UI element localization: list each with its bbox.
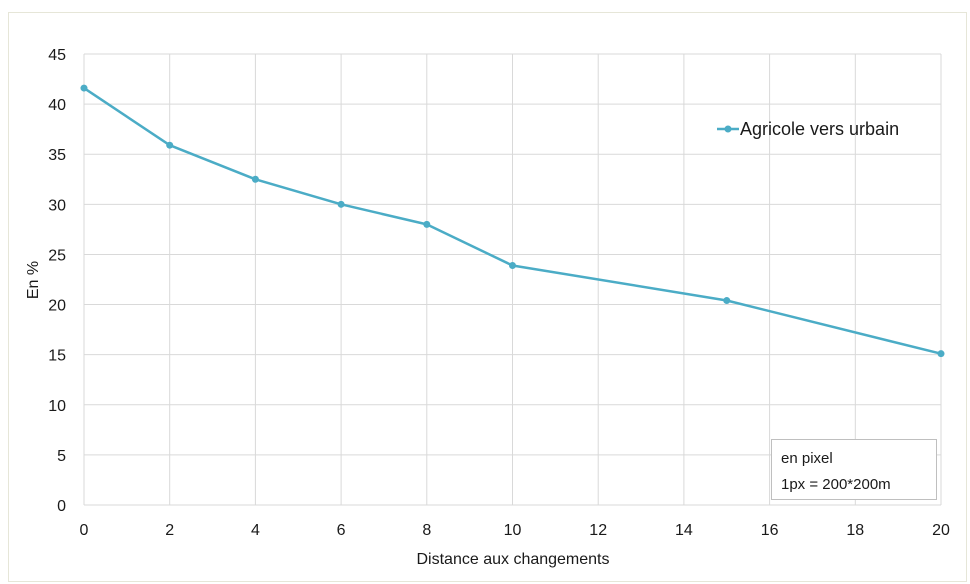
x-tick-label: 12: [589, 522, 607, 539]
x-tick-label: 4: [251, 522, 260, 539]
y-tick-label: 25: [48, 247, 66, 264]
y-tick-label: 20: [48, 298, 66, 315]
x-tick-label: 2: [165, 522, 174, 539]
y-tick-label: 35: [48, 147, 66, 164]
y-tick-label: 10: [48, 398, 66, 415]
annotation-line-2: 1px = 200*200m: [781, 476, 891, 493]
y-tick-label: 40: [48, 97, 66, 114]
x-tick-label: 16: [761, 522, 779, 539]
x-tick-label: 14: [675, 522, 693, 539]
series-line: [83, 87, 942, 355]
series-layer: [80, 84, 945, 358]
legend: Agricole vers urbain: [717, 119, 899, 139]
x-tick-label: 6: [337, 522, 346, 539]
x-tick-label: 10: [504, 522, 522, 539]
annotation-box: en pixel 1px = 200*200m: [771, 439, 937, 500]
data-point: [937, 350, 945, 358]
data-point: [509, 261, 516, 269]
x-tick-labels: 0 2 4 6 8 10 12 14 16 18 20: [80, 522, 950, 539]
legend-label: Agricole vers urbain: [740, 119, 899, 139]
data-point: [251, 175, 259, 183]
data-point: [166, 141, 174, 149]
data-point: [80, 84, 88, 92]
annotation-frame: [771, 439, 937, 500]
y-tick-label: 5: [57, 448, 66, 465]
y-tick-labels: 0 5 10 15 20 25 30 35 40 45: [48, 47, 66, 515]
data-point: [723, 297, 731, 305]
x-axis-title: Distance aux changements: [417, 551, 610, 568]
annotation-line-1: en pixel: [781, 450, 833, 467]
x-tick-label: 18: [846, 522, 864, 539]
x-tick-label: 8: [422, 522, 431, 539]
legend-point-marker: [724, 125, 732, 133]
y-tick-label: 45: [48, 47, 66, 64]
y-axis-title: En %: [25, 261, 42, 299]
x-tick-label: 20: [932, 522, 950, 539]
x-tick-label: 0: [80, 522, 89, 539]
y-tick-label: 15: [48, 348, 66, 365]
y-tick-label: 0: [57, 498, 66, 515]
y-tick-label: 30: [48, 197, 66, 214]
data-point: [423, 220, 431, 228]
x-gridlines: [83, 54, 942, 505]
data-point: [337, 200, 345, 208]
